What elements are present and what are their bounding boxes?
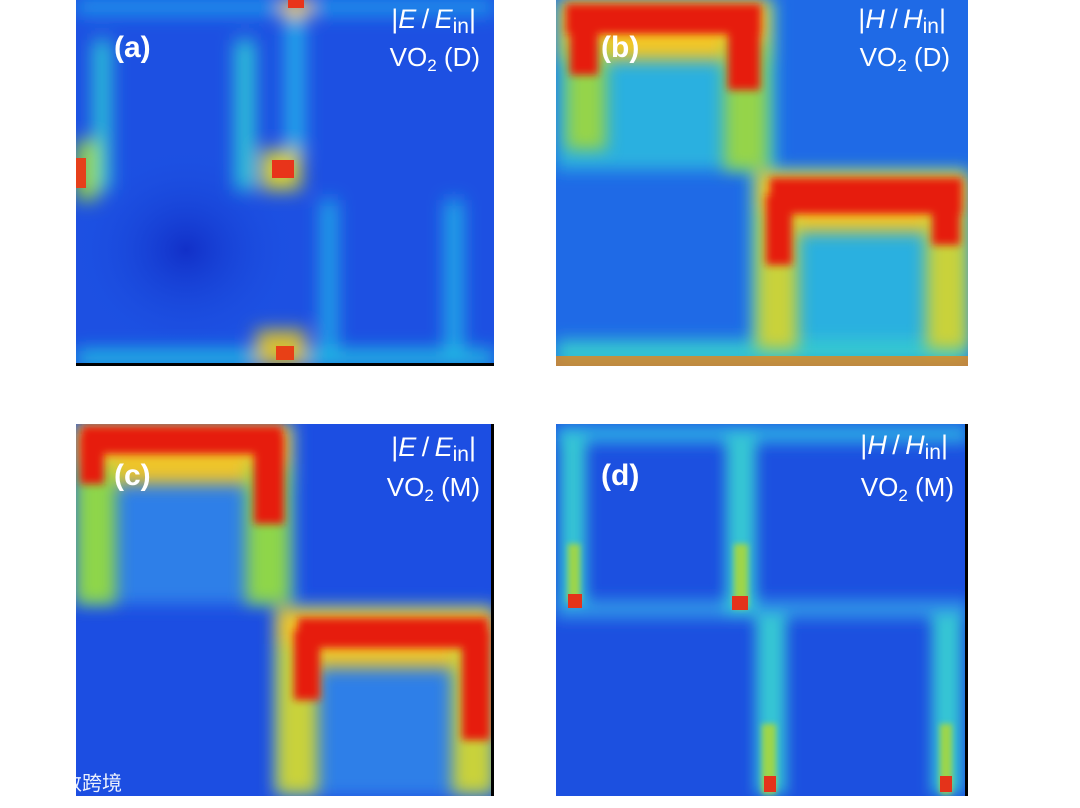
panel-label-a: (a) [114,31,151,64]
quantity-label-a: |E / Ein| [391,4,476,38]
panel-label-d: (d) [601,459,640,492]
quantity-ref-b: H [903,4,923,34]
watermark-text: 大数跨境 [42,771,122,795]
quantity-symbol-a: E [398,4,417,34]
quantity-ref-c: E [434,432,453,462]
field-map-c [76,424,494,796]
watermark: 大数跨境 [6,772,122,794]
state-label-c: VO2 (M) [387,474,480,504]
state-label-a: VO2 (D) [390,44,480,74]
panel-label-c: (c) [114,459,151,492]
state-label-b: VO2 (D) [860,44,950,74]
field-map-d-image [556,424,968,796]
quantity-symbol-b: H [865,4,885,34]
field-map-a [76,0,494,366]
phase-c: (M) [441,472,480,502]
field-map-b [556,0,968,366]
quantity-sub-c: in [452,443,469,466]
field-map-c-image [76,424,494,796]
quantity-ref-d: H [905,430,925,460]
quantity-label-b: |H / Hin| [858,4,946,38]
state-sub-c: 2 [424,486,434,505]
state-sub-d: 2 [898,486,908,505]
quantity-label-c: |E / Ein| [391,432,476,466]
field-map-d [556,424,968,796]
state-b: VO [859,42,898,72]
quantity-symbol-d: H [867,430,887,460]
quantity-sub-a: in [452,15,469,38]
field-map-b-image [556,0,968,366]
state-c: VO [386,472,425,502]
quantity-symbol-c: E [398,432,417,462]
phase-a: (D) [443,42,480,72]
quantity-sub-d: in [924,441,941,464]
state-sub-b: 2 [897,56,907,75]
phase-d: (M) [915,472,954,502]
state-a: VO [389,42,428,72]
quantity-label-d: |H / Hin| [860,430,948,464]
phase-b: (D) [913,42,950,72]
state-d: VO [860,472,899,502]
state-sub-a: 2 [427,56,437,75]
field-map-a-image [76,0,494,366]
watermark-logo-icon [7,775,35,790]
state-label-d: VO2 (M) [861,474,954,504]
quantity-sub-b: in [922,15,939,38]
panel-label-b: (b) [601,31,640,64]
quantity-ref-a: E [434,4,453,34]
